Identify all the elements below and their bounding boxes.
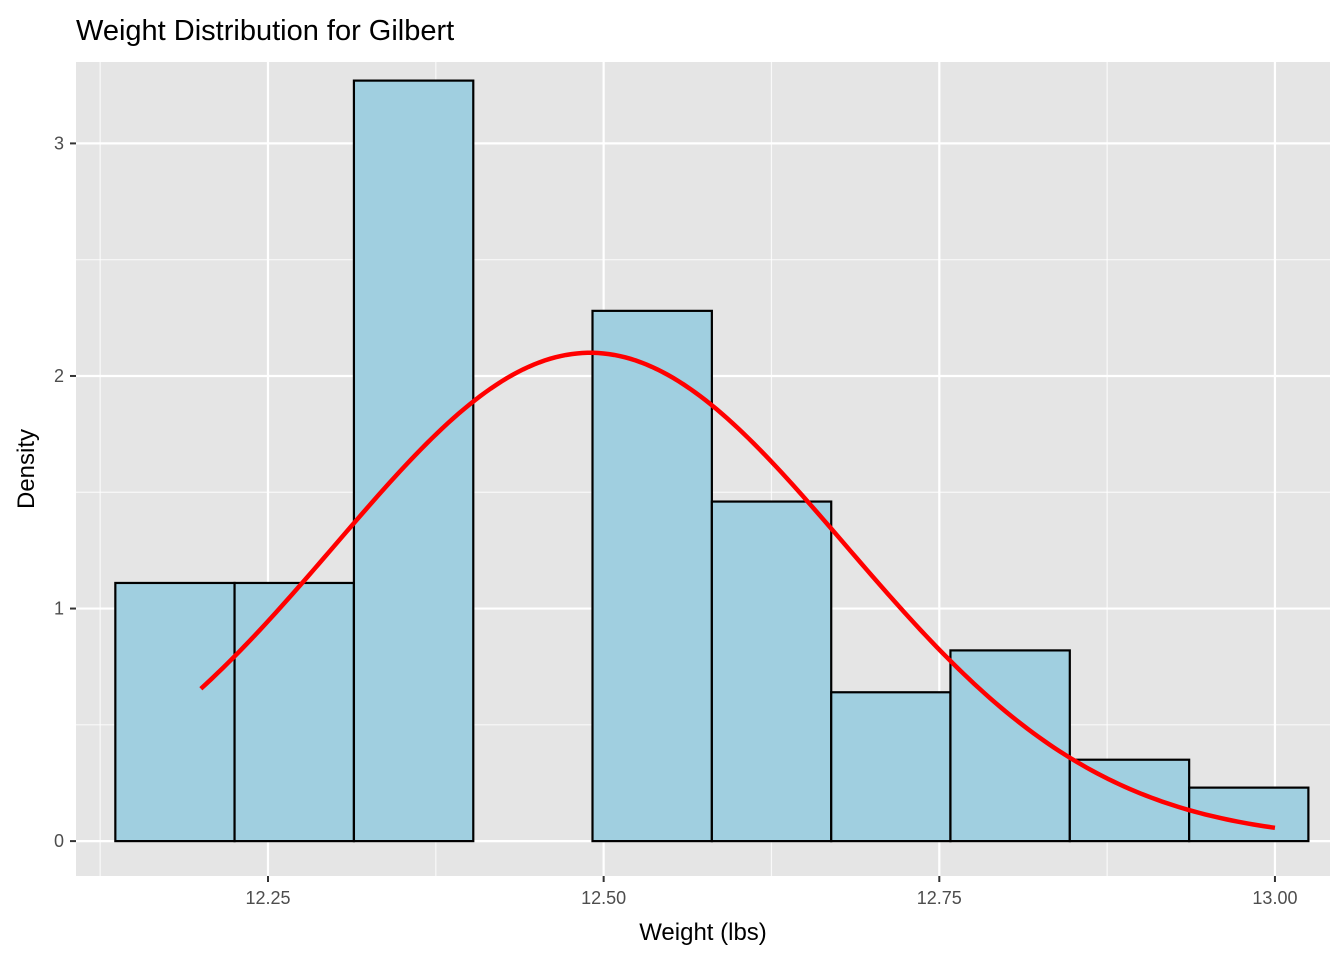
histogram-bar-2 bbox=[233, 581, 356, 843]
histogram-bars bbox=[114, 79, 1310, 843]
x-tick-label: 12.50 bbox=[581, 888, 626, 908]
normal-density-curve bbox=[199, 350, 1276, 831]
histogram-bar-9 bbox=[1068, 758, 1191, 843]
histogram-bar-3 bbox=[352, 79, 475, 843]
y-axis-title: Density bbox=[13, 429, 40, 509]
histogram-bar-7 bbox=[830, 691, 952, 843]
histogram-bar-6 bbox=[710, 500, 833, 843]
chart-title: Weight Distribution for Gilbert bbox=[76, 15, 454, 47]
x-axis-ticks: 12.25 12.50 12.75 13.00 bbox=[245, 876, 1297, 908]
x-tick-label: 13.00 bbox=[1252, 888, 1297, 908]
y-tick-label: 1 bbox=[54, 599, 64, 619]
histogram-bar-1 bbox=[114, 581, 236, 843]
y-tick-label: 3 bbox=[54, 133, 64, 153]
y-tick-label: 0 bbox=[54, 831, 64, 851]
y-axis-ticks: 0 1 2 3 bbox=[54, 133, 76, 851]
x-axis-title: Weight (lbs) bbox=[639, 919, 767, 946]
y-tick-label: 2 bbox=[54, 366, 64, 386]
x-tick-label: 12.25 bbox=[245, 888, 290, 908]
x-tick-label: 12.75 bbox=[917, 888, 962, 908]
histogram-bar-5 bbox=[591, 309, 713, 843]
